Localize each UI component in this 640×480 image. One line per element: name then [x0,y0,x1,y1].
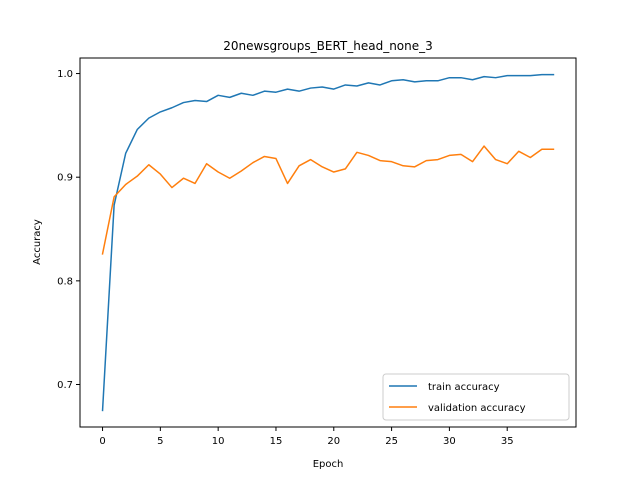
x-tick-label: 35 [501,436,514,447]
x-tick-label: 25 [385,436,398,447]
y-tick-label: 1.0 [57,69,73,80]
x-axis-label: Epoch [313,459,344,470]
x-tick-label: 15 [270,436,283,447]
series-line-1 [101,145,555,255]
legend: train accuracy validation accuracy [382,373,570,421]
legend-label-train: train accuracy [428,382,500,393]
y-tick-label: 0.9 [57,173,73,184]
plot-frame [79,57,577,428]
y-tick-label: 0.7 [57,380,73,391]
x-tick-label: 5 [157,436,163,447]
plot-lines [101,73,555,412]
x-tick-label: 20 [327,436,340,447]
x-tick-label: 0 [99,436,105,447]
y-axis-label: Accuracy [32,219,43,265]
x-tick-label: 30 [443,436,456,447]
y-tick-label: 0.8 [57,276,73,287]
y-axis: 0.7 0.8 0.9 1.0 [57,69,80,391]
x-axis: 0 5 10 15 20 25 30 35 [99,427,514,447]
legend-box [382,373,570,421]
series-line-0 [101,73,555,412]
chart-title: 20newsgroups_BERT_head_none_3 [223,39,433,53]
x-tick-label: 10 [212,436,225,447]
legend-label-validation: validation accuracy [428,403,526,414]
